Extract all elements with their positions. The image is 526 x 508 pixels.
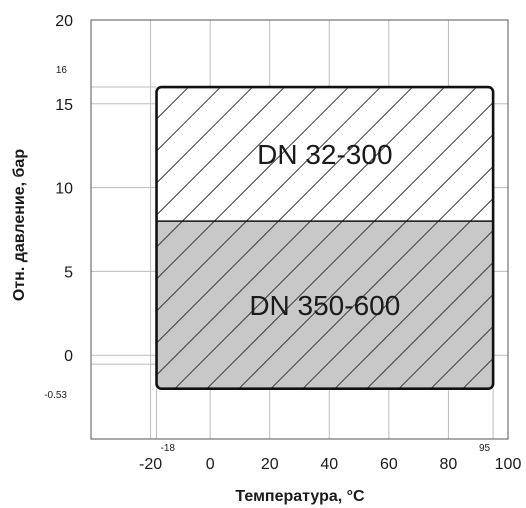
region-2: [156, 221, 494, 389]
x-tick-label: 80: [440, 456, 458, 473]
x-tick-label: 20: [261, 456, 279, 473]
hatch-line: [156, 87, 253, 389]
y-tick-label: 15: [55, 97, 73, 114]
y-tick-label: 0: [64, 348, 73, 365]
hatch-pattern: [156, 87, 494, 389]
y-axis-label: Отн. давление, бар: [11, 149, 28, 301]
y-tick-label: 5: [64, 264, 73, 281]
x-tick-label: 100: [495, 456, 522, 473]
hatch-line: [334, 87, 494, 389]
y-tick-label: 10: [55, 181, 73, 198]
x-tick-label: 60: [380, 456, 398, 473]
annotation-x: -18: [161, 443, 176, 454]
annotations: -18 95 16 -0.53: [44, 65, 490, 454]
region-label-1: DN 32-300: [257, 139, 392, 170]
x-tick-label: 40: [320, 456, 338, 473]
region-outlines: DN 32-300 DN 350-600: [155, 85, 495, 391]
hatch-line: [270, 87, 494, 389]
hatch-line: [398, 87, 494, 389]
annotation-y: -0.53: [44, 390, 67, 401]
hatch-line: [174, 87, 477, 389]
hatch-line: [366, 87, 494, 389]
hatch-line: [156, 87, 349, 389]
hatch-line: [430, 87, 494, 389]
regions: [156, 87, 494, 389]
y-tick-label: 20: [55, 13, 73, 30]
hatch-line: [206, 87, 494, 389]
hatch-line: [238, 87, 494, 389]
region-1: [156, 87, 494, 222]
hatch-line: [156, 87, 445, 389]
region-label-2: DN 350-600: [249, 290, 400, 321]
hatch-line: [156, 87, 285, 389]
plot-frame: [90, 19, 509, 440]
hatch-line: [156, 87, 413, 389]
annotation-x: 95: [479, 443, 491, 454]
x-tick-label: 0: [206, 456, 215, 473]
hatch-line: [302, 87, 494, 389]
x-axis-label: Температура, °C: [235, 488, 365, 505]
x-tick-label: -20: [139, 456, 162, 473]
region-outline: [155, 85, 495, 391]
annotation-y: 16: [56, 65, 68, 76]
hatch-line: [156, 87, 221, 389]
hatch-line: [156, 87, 317, 389]
hatch-line: [156, 87, 381, 389]
tick-labels: -20 0 20 40 60 80 100 0 5 10 15 20: [55, 13, 521, 473]
